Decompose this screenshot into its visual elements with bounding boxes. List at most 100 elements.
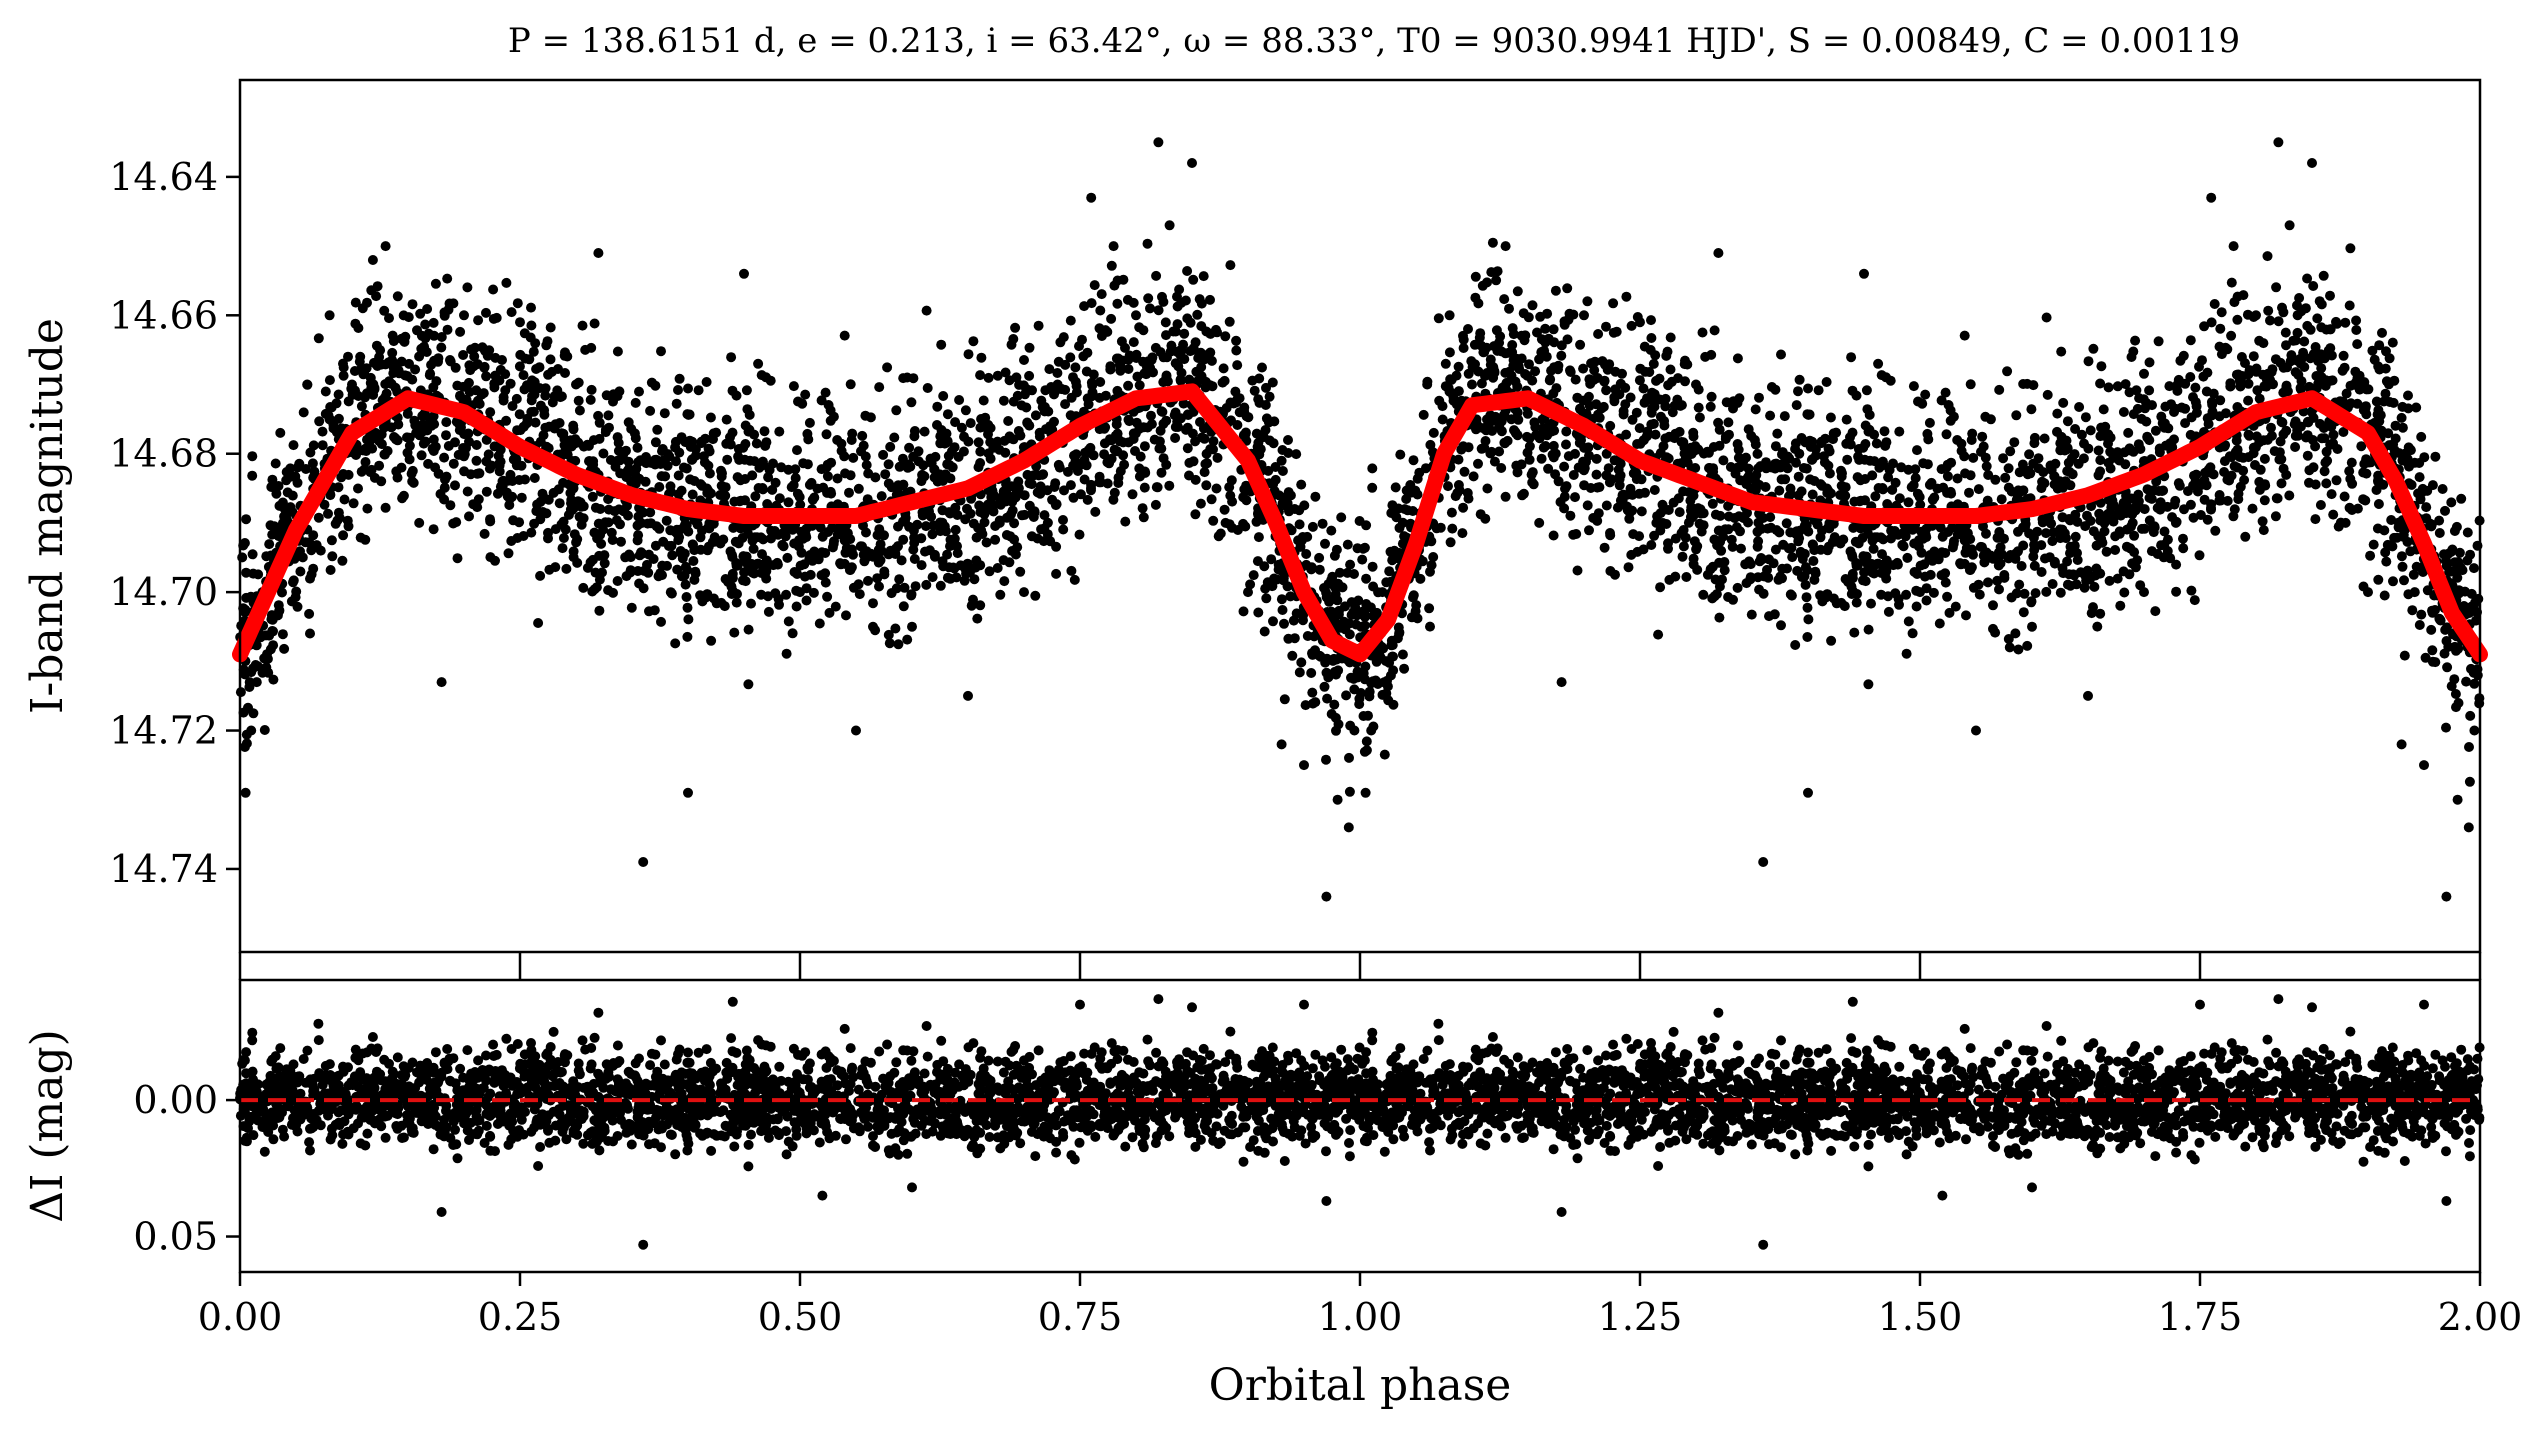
data-point	[2026, 404, 2037, 415]
data-point	[1123, 380, 1134, 391]
data-point	[2065, 580, 2076, 591]
data-point	[2263, 305, 2274, 316]
data-point	[1518, 488, 1529, 499]
data-point	[2226, 470, 2237, 481]
data-point	[865, 548, 876, 559]
data-point	[2254, 393, 2265, 404]
data-point	[478, 388, 489, 399]
data-point	[313, 333, 324, 344]
data-point	[2295, 382, 2306, 393]
data-point	[875, 555, 886, 566]
data-point	[603, 410, 614, 421]
data-point	[1582, 500, 1593, 511]
data-point	[237, 552, 248, 563]
data-point	[1807, 539, 1818, 550]
data-point	[2171, 559, 2182, 570]
data-point	[683, 614, 694, 625]
data-point	[1224, 316, 1235, 327]
data-point	[1605, 528, 1615, 538]
data-point	[716, 471, 727, 482]
data-point	[2440, 505, 2450, 516]
data-point	[1036, 395, 1047, 406]
data-point	[480, 345, 490, 356]
data-point	[441, 417, 452, 428]
data-point	[1743, 424, 1754, 435]
data-point	[2144, 357, 2155, 368]
data-point	[1119, 459, 1130, 470]
data-point	[2270, 354, 2281, 365]
data-point	[459, 466, 470, 477]
data-point	[439, 452, 450, 463]
data-point	[450, 437, 460, 448]
data-point	[2039, 433, 2050, 444]
data-point	[1150, 499, 1161, 510]
data-point	[471, 455, 482, 466]
data-point	[313, 512, 324, 523]
data-point	[1201, 326, 1212, 337]
data-point	[1849, 627, 1860, 638]
data-point	[1253, 532, 1264, 543]
data-point	[2103, 429, 2114, 440]
data-point	[593, 410, 604, 421]
data-point	[1892, 559, 1903, 570]
data-point	[1718, 455, 1729, 466]
data-point	[1591, 469, 1602, 480]
data-point	[809, 492, 820, 503]
data-point	[1065, 352, 1076, 363]
data-point	[2022, 640, 2033, 651]
data-point	[1654, 394, 1665, 405]
data-point	[1507, 323, 1518, 334]
data-point	[822, 591, 833, 602]
data-point	[1251, 428, 1262, 439]
data-point	[845, 470, 856, 481]
data-point	[2070, 531, 2081, 542]
data-point	[1586, 358, 1597, 369]
data-point	[2397, 401, 2408, 412]
data-point	[2140, 403, 2150, 414]
data-point	[1794, 374, 1805, 385]
data-point	[281, 467, 292, 477]
data-point	[1883, 606, 1894, 617]
data-point	[2206, 397, 2217, 407]
data-point	[1770, 544, 1781, 555]
data-point	[1113, 478, 1124, 488]
data-point	[909, 426, 920, 436]
data-point	[741, 551, 752, 562]
data-point	[557, 543, 568, 554]
data-point	[1523, 312, 1534, 323]
data-point	[916, 476, 927, 487]
data-point	[2278, 463, 2289, 474]
data-point	[945, 573, 956, 584]
data-point	[1638, 383, 1649, 394]
data-point	[2095, 378, 2106, 389]
data-point	[1066, 565, 1077, 576]
data-point	[2371, 396, 2382, 407]
data-point	[387, 347, 398, 358]
data-point	[2062, 416, 2073, 427]
data-point	[858, 440, 869, 451]
data-point	[2274, 447, 2285, 458]
data-point	[1836, 471, 1847, 482]
data-point	[1968, 582, 1979, 593]
data-point	[1996, 494, 2007, 505]
data-point	[448, 518, 459, 529]
data-point	[2352, 339, 2363, 350]
data-point	[1120, 516, 1131, 527]
data-point	[586, 384, 597, 395]
data-point	[1810, 444, 1821, 454]
data-point	[2059, 528, 2070, 539]
data-point	[1198, 271, 1209, 282]
data-point	[998, 395, 1009, 406]
data-point	[1068, 460, 1079, 471]
data-point	[1876, 370, 1887, 381]
data-point	[1249, 385, 1260, 396]
data-point	[2207, 408, 2218, 419]
data-point	[1208, 515, 1219, 526]
data-point	[504, 500, 515, 510]
data-point	[650, 437, 661, 448]
data-point	[1287, 650, 1298, 661]
data-point	[884, 638, 895, 649]
data-point	[2009, 437, 2020, 448]
data-point	[1118, 437, 1129, 448]
data-point	[1156, 406, 1167, 417]
